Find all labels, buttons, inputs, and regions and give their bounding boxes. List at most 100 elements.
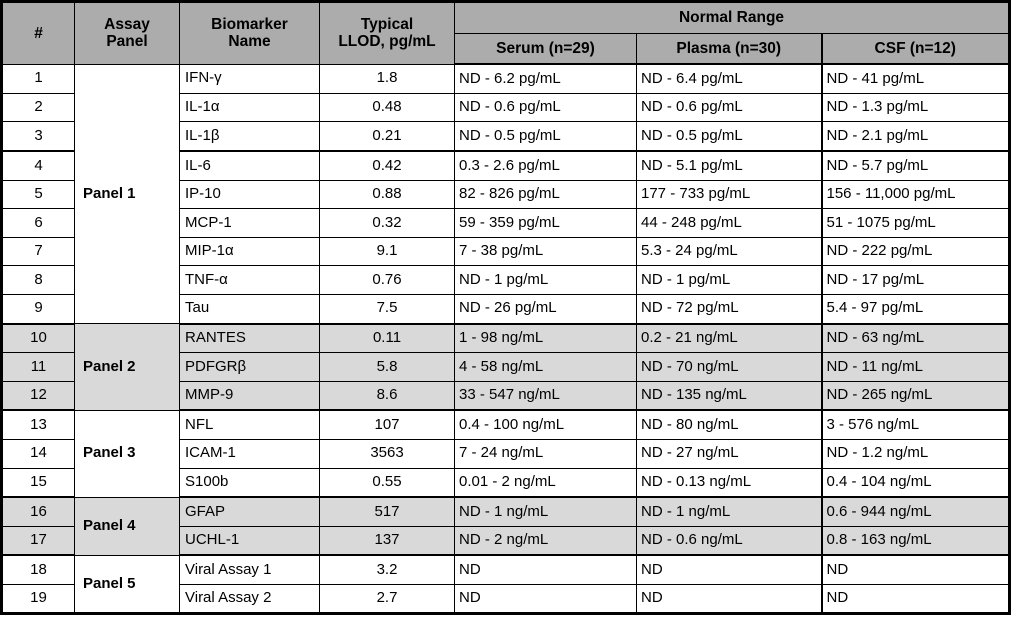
serum-range-cell: 7 - 38 pg/mL (454, 236, 637, 267)
serum-range-cell: ND (454, 554, 637, 585)
table-row: 12 MMP-9 8.6 33 - 547 ng/mL ND - 135 ng/… (1, 380, 1010, 412)
serum-range-cell: ND - 2 ng/mL (454, 525, 637, 557)
header-csf: CSF (n=12) (820, 32, 1010, 66)
table-header: # Assay Panel Biomarker Name Typical LLO… (1, 1, 1010, 66)
header-typical-llod: Typical LLOD, pg/mL (319, 1, 455, 65)
csf-range-cell: 51 - 1075 pg/mL (820, 208, 1010, 238)
header-llod-line1: Typical (360, 16, 414, 34)
serum-range-cell: ND - 0.6 pg/mL (454, 92, 637, 123)
table-row: 3 IL-1β 0.21 ND - 0.5 pg/mL ND - 0.5 pg/… (1, 121, 1010, 152)
llod-cell: 1.8 (319, 63, 455, 94)
csf-range-cell: ND - 265 ng/mL (820, 380, 1010, 412)
plasma-range-cell: ND - 0.13 ng/mL (636, 467, 822, 499)
biomarker-cell: GFAP (179, 496, 320, 527)
plasma-range-cell: 44 - 248 pg/mL (636, 208, 822, 238)
biomarker-cell: NFL (179, 409, 320, 440)
csf-range-cell: 0.6 - 944 ng/mL (820, 496, 1010, 527)
csf-range-cell: 0.8 - 163 ng/mL (820, 525, 1010, 557)
plasma-range-cell: ND - 135 ng/mL (636, 380, 822, 412)
row-number: 17 (1, 525, 75, 557)
panel-cell-panel-1: Panel 1 (74, 63, 180, 325)
biomarker-cell: Tau (179, 293, 320, 325)
plasma-range-cell: ND - 0.6 pg/mL (636, 92, 822, 123)
llod-cell: 7.5 (319, 293, 455, 325)
table-body: 1 Panel 1 IFN-γ 1.8 ND - 6.2 pg/mL ND - … (1, 63, 1010, 615)
biomarker-cell: IP-10 (179, 179, 320, 210)
plasma-range-cell: ND - 5.1 pg/mL (636, 150, 822, 181)
row-number: 12 (1, 380, 75, 412)
header-normal-range: Normal Range (454, 1, 1010, 34)
biomarker-cell: MIP-1α (179, 236, 320, 267)
llod-cell: 5.8 (319, 352, 455, 382)
biomarker-cell: PDFGRβ (179, 352, 320, 382)
row-number: 14 (1, 438, 75, 469)
llod-cell: 0.48 (319, 92, 455, 123)
row-number: 11 (1, 352, 75, 382)
panel-cell-panel-5: Panel 5 (74, 554, 180, 615)
csf-range-cell: ND - 63 ng/mL (820, 323, 1010, 354)
plasma-range-cell: ND - 0.5 pg/mL (636, 121, 822, 152)
llod-cell: 0.32 (319, 208, 455, 238)
serum-range-cell: 0.4 - 100 ng/mL (454, 409, 637, 440)
table-row: 9 Tau 7.5 ND - 26 pg/mL ND - 72 pg/mL 5.… (1, 293, 1010, 325)
plasma-range-cell: ND - 1 ng/mL (636, 496, 822, 527)
biomarker-cell: IL-1α (179, 92, 320, 123)
header-assay-panel: Assay Panel (74, 1, 180, 65)
biomarker-cell: IL-1β (179, 121, 320, 152)
header-biomarker-line1: Biomarker (211, 16, 288, 34)
llod-cell: 0.42 (319, 150, 455, 181)
plasma-range-cell: ND (636, 554, 822, 585)
table-row: 1 Panel 1 IFN-γ 1.8 ND - 6.2 pg/mL ND - … (1, 63, 1010, 325)
biomarker-cell: MCP-1 (179, 208, 320, 238)
row-number: 2 (1, 92, 75, 123)
llod-cell: 0.88 (319, 179, 455, 210)
row-number: 3 (1, 121, 75, 152)
csf-range-cell: ND - 17 pg/mL (820, 265, 1010, 295)
csf-range-cell: 156 - 11,000 pg/mL (820, 179, 1010, 210)
biomarker-cell: ICAM-1 (179, 438, 320, 469)
table-row: 8 TNF-α 0.76 ND - 1 pg/mL ND - 1 pg/mL N… (1, 265, 1010, 295)
row-number: 19 (1, 583, 75, 615)
plasma-range-cell: ND - 72 pg/mL (636, 293, 822, 325)
plasma-range-cell: 0.2 - 21 ng/mL (636, 323, 822, 354)
table-row: 17 UCHL-1 137 ND - 2 ng/mL ND - 0.6 ng/m… (1, 525, 1010, 557)
serum-range-cell: 82 - 826 pg/mL (454, 179, 637, 210)
serum-range-cell: 1 - 98 ng/mL (454, 323, 637, 354)
csf-range-cell: ND (820, 583, 1010, 615)
header-row-top: # Assay Panel Biomarker Name Typical LLO… (1, 1, 1010, 65)
table-row: 6 MCP-1 0.32 59 - 359 pg/mL 44 - 248 pg/… (1, 208, 1010, 238)
panel-cell-panel-4: Panel 4 (74, 496, 180, 556)
llod-cell: 3.2 (319, 554, 455, 585)
biomarker-cell: S100b (179, 467, 320, 499)
row-number: 10 (1, 323, 75, 354)
llod-cell: 0.55 (319, 467, 455, 499)
serum-range-cell: ND - 1 pg/mL (454, 265, 637, 295)
table-row: 14 ICAM-1 3563 7 - 24 ng/mL ND - 27 ng/m… (1, 438, 1010, 469)
csf-range-cell: 3 - 576 ng/mL (820, 409, 1010, 440)
serum-range-cell: ND (454, 583, 637, 615)
llod-cell: 0.21 (319, 121, 455, 152)
llod-cell: 107 (319, 409, 455, 440)
llod-cell: 3563 (319, 438, 455, 469)
csf-range-cell: 0.4 - 104 ng/mL (820, 467, 1010, 499)
header-assay-panel-line2: Panel (106, 33, 148, 51)
plasma-range-cell: ND (636, 583, 822, 615)
serum-range-cell: 0.3 - 2.6 pg/mL (454, 150, 637, 181)
csf-range-cell: ND - 2.1 pg/mL (820, 121, 1010, 152)
biomarker-cell: RANTES (179, 323, 320, 354)
llod-cell: 8.6 (319, 380, 455, 412)
header-biomarker-name: Biomarker Name (179, 1, 320, 65)
table-row: 13 Panel 3 NFL 107 0.4 - 100 ng/mL ND - … (1, 409, 1010, 498)
header-assay-panel-line1: Assay (104, 16, 150, 34)
csf-range-cell: ND (820, 554, 1010, 585)
biomarker-cell: IL-6 (179, 150, 320, 181)
biomarker-cell: MMP-9 (179, 380, 320, 412)
table-row: 11 PDFGRβ 5.8 4 - 58 ng/mL ND - 70 ng/mL… (1, 352, 1010, 382)
header-biomarker-line2: Name (228, 33, 271, 51)
table-row: 15 S100b 0.55 0.01 - 2 ng/mL ND - 0.13 n… (1, 467, 1010, 499)
row-number: 1 (1, 63, 75, 94)
header-plasma: Plasma (n=30) (636, 32, 822, 66)
row-number: 4 (1, 150, 75, 181)
row-number: 18 (1, 554, 75, 585)
row-number: 7 (1, 236, 75, 267)
